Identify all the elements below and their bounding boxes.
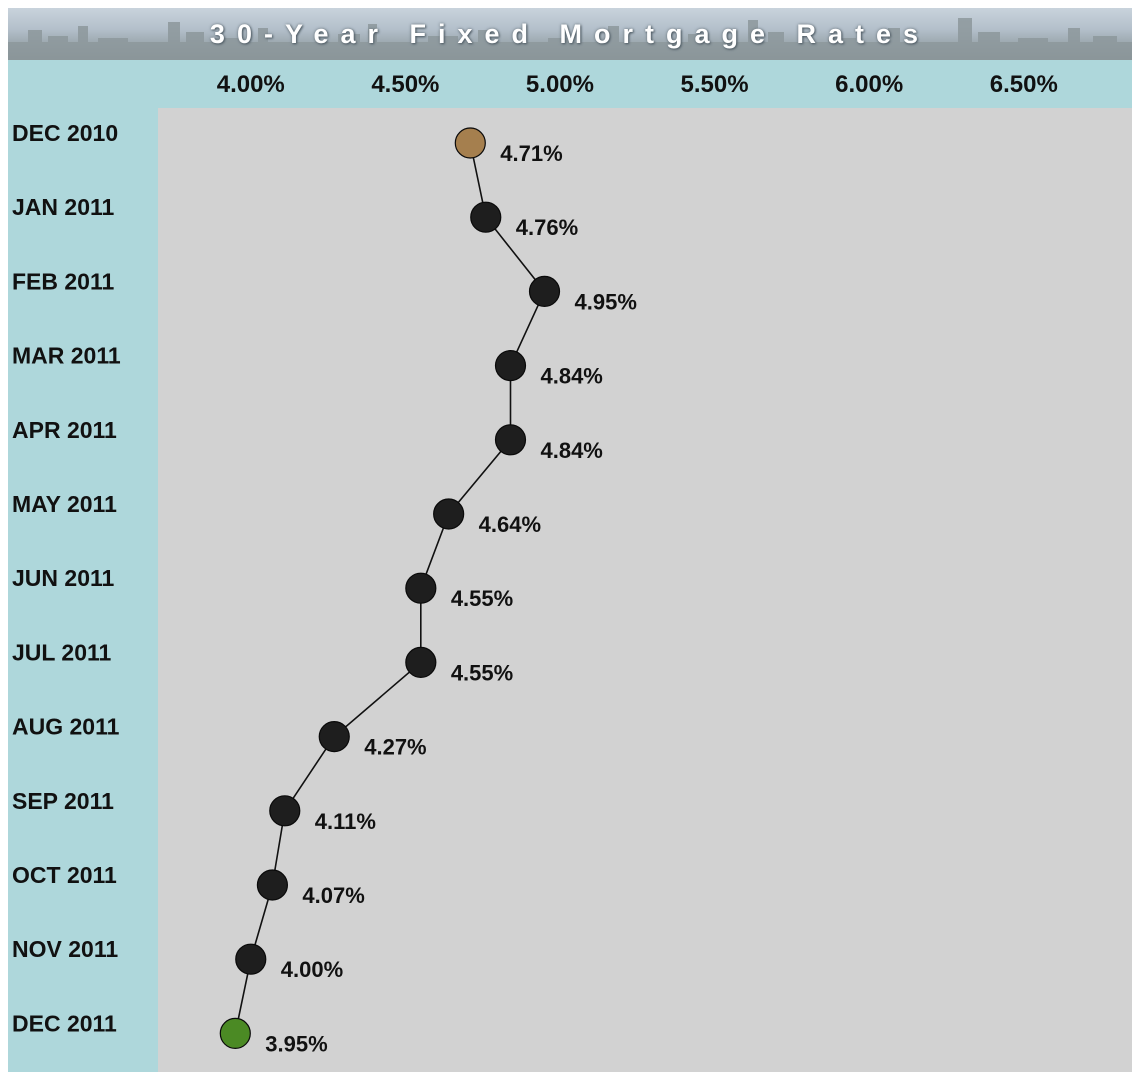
category-label: APR 2011 <box>12 417 117 443</box>
category-label: MAY 2011 <box>12 491 117 517</box>
data-label: 4.07% <box>302 883 364 908</box>
chart-svg: 4.00% 4.50% 5.00% 5.50% 6.00% 6.50% DEC 2010 J… <box>12 71 1058 1056</box>
category-label: MAR 2011 <box>12 343 121 369</box>
x-tick-label: 4.00% <box>217 71 285 98</box>
data-label: 4.84% <box>540 438 602 463</box>
data-label: 4.64% <box>479 512 541 537</box>
data-point <box>470 201 502 233</box>
data-point <box>235 943 267 975</box>
data-point <box>494 424 527 456</box>
data-label: 4.55% <box>451 660 513 685</box>
x-tick-label: 5.50% <box>681 71 749 98</box>
data-label: 4.00% <box>281 957 343 982</box>
category-label: JUL 2011 <box>12 639 112 665</box>
data-point <box>318 720 350 753</box>
x-axis-ticks: 4.00% 4.50% 5.00% 5.50% 6.00% 6.50% <box>217 71 1058 98</box>
category-label-column <box>8 108 158 1072</box>
data-point <box>528 275 561 307</box>
category-label: NOV 2011 <box>12 936 118 962</box>
city-skyline-image <box>8 18 1132 60</box>
data-point <box>405 572 437 604</box>
x-tick-label: 5.00% <box>526 71 594 98</box>
chart-title: 30-Year Fixed Mortgage Rates <box>209 18 931 49</box>
data-markers <box>219 127 561 1050</box>
data-point <box>219 1017 251 1050</box>
data-point <box>269 795 301 827</box>
data-point <box>256 869 289 901</box>
x-tick-label: 6.00% <box>835 71 903 98</box>
category-label: JAN 2011 <box>12 194 115 220</box>
data-point <box>454 127 486 159</box>
category-label: OCT 2011 <box>12 862 117 888</box>
y-axis-categories: DEC 2010 JAN 2011 FEB 2011 MAR 2011 APR 2011… <box>12 120 121 1036</box>
data-label: 4.71% <box>500 141 562 166</box>
data-label: 4.84% <box>540 364 602 389</box>
data-point <box>405 646 437 679</box>
category-label: DEC 2010 <box>12 120 118 146</box>
data-label: 4.27% <box>364 735 426 760</box>
category-label: DEC 2011 <box>12 1010 117 1036</box>
data-label: 4.55% <box>451 586 513 611</box>
data-label: 4.95% <box>575 289 637 314</box>
data-label: 4.11% <box>315 809 376 834</box>
category-label: SEP 2011 <box>12 788 114 814</box>
category-label: JUN 2011 <box>12 565 115 591</box>
x-tick-label: 4.50% <box>371 71 439 98</box>
category-label: FEB 2011 <box>12 268 114 294</box>
x-tick-label: 6.50% <box>990 71 1058 98</box>
title-banner: 30-Year Fixed Mortgage Rates <box>8 8 1132 60</box>
data-label: 3.95% <box>265 1031 327 1056</box>
data-label: 4.76% <box>516 215 578 240</box>
chart-frame: 30-Year Fixed Mortgage Rates 4.00% 4.50% 5… <box>8 8 1132 1072</box>
plot-area <box>158 108 1132 1072</box>
data-labels: 4.71% 4.76% 4.95% 4.84% 4.84% 4.64% 4.55% 4.55%… <box>265 141 637 1056</box>
x-axis-band <box>8 60 1132 108</box>
category-label: AUG 2011 <box>12 714 120 740</box>
data-point <box>494 350 527 382</box>
data-point <box>433 498 465 530</box>
